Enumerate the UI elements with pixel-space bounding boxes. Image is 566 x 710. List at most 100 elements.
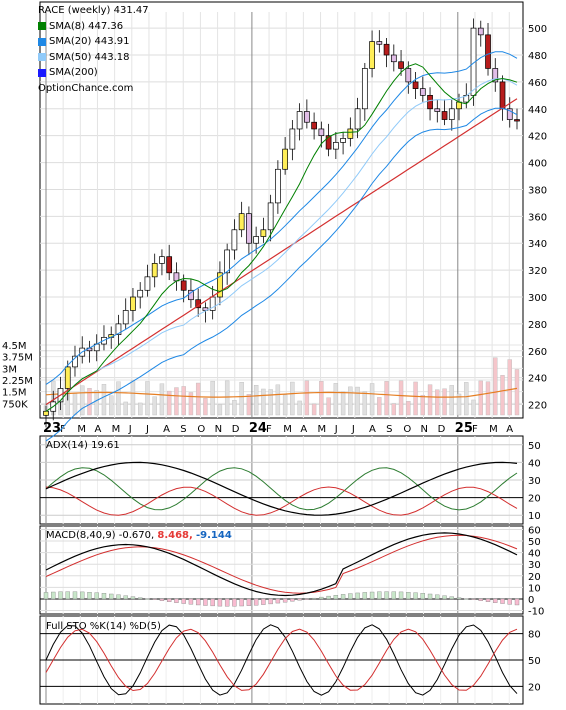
- volume-bar: [123, 401, 128, 416]
- x-tick-label: 25: [455, 421, 473, 436]
- macd-value: 8.468,: [157, 530, 193, 541]
- volume-bar: [507, 359, 512, 416]
- candle-body: [325, 135, 332, 150]
- macd-y-tick-label: 30: [528, 560, 541, 571]
- candle-body: [137, 289, 144, 298]
- x-tick-label: A: [300, 424, 307, 435]
- price-y-tick-label: 320: [528, 266, 547, 277]
- volume-bar: [224, 380, 230, 416]
- price-legend: RACE (weekly) 431.47 SMA(8) 447.36 SMA(2…: [38, 3, 149, 96]
- macd-histogram-bar: [51, 591, 56, 600]
- volume-bar: [116, 381, 121, 416]
- candle-body: [231, 229, 238, 251]
- x-tick-label: M: [283, 424, 292, 435]
- x-tick-label: S: [180, 424, 186, 435]
- adx-label: ADX(14) 19.61: [46, 440, 120, 451]
- legend-label: SMA(8) 447.36: [49, 20, 124, 32]
- macd-histogram-bar: [65, 591, 70, 600]
- candle-body: [456, 101, 462, 110]
- volume-bar: [174, 387, 179, 416]
- x-tick-label: M: [489, 424, 498, 435]
- macd-histogram-bar: [181, 598, 186, 604]
- volume-bar: [261, 388, 266, 416]
- legend-item-sma50: SMA(50) 443.18: [38, 50, 149, 66]
- volume-bar: [340, 391, 346, 416]
- macd-histogram-bar: [232, 598, 237, 607]
- sto-d-line: [45, 628, 518, 692]
- x-tick-label: F: [266, 424, 272, 435]
- candle-body: [383, 43, 390, 56]
- candle-body: [398, 61, 404, 69]
- volume-bar: [471, 399, 476, 416]
- macd-y-tick-label: 50: [528, 537, 541, 548]
- macd-histogram-bar: [239, 598, 244, 607]
- volume-bar: [297, 400, 302, 416]
- volume-bar: [181, 386, 186, 416]
- candle-body: [419, 88, 426, 96]
- macd-histogram-bar: [304, 598, 310, 600]
- x-tick-label: A: [506, 424, 513, 435]
- x-tick-label: A: [163, 424, 170, 435]
- watermark: OptionChance.com: [38, 82, 134, 94]
- sto-y-tick-label: 80: [528, 630, 541, 641]
- candle-body: [448, 108, 455, 120]
- candle-body: [122, 310, 129, 325]
- price-y-tick-label: 420: [528, 132, 547, 143]
- macd-main-value: MACD(8,40,9) -0.670,: [46, 530, 155, 541]
- volume-bar: [166, 390, 172, 416]
- plus-di-line: [45, 467, 518, 511]
- price-y-tick-label: 460: [528, 78, 547, 89]
- candle-body: [151, 263, 158, 278]
- adx-y-tick-label: 30: [528, 476, 541, 487]
- volume-bar: [246, 394, 252, 416]
- volume-bar: [478, 380, 483, 416]
- candle-body: [166, 256, 173, 274]
- candle-body: [332, 142, 339, 150]
- macd-y-tick-label: -10: [528, 607, 544, 618]
- adx-y-tick-label: 10: [528, 511, 541, 522]
- candle-body: [275, 168, 281, 204]
- price-y-tick-label: 360: [528, 212, 547, 223]
- macd-histogram-bar: [145, 598, 150, 600]
- sto-y-tick-label: 20: [528, 682, 541, 693]
- macd-histogram-bar: [297, 598, 302, 601]
- macd-histogram-bar: [369, 591, 375, 600]
- x-tick-label: J: [128, 424, 132, 435]
- macd-histogram-bar: [268, 598, 273, 605]
- price-y-tick-label: 220: [528, 401, 547, 412]
- volume-bar: [485, 381, 491, 416]
- candle-body: [72, 355, 78, 368]
- volume-bar: [290, 381, 295, 416]
- macd-histogram-bar: [123, 595, 128, 600]
- x-tick-label: F: [60, 424, 66, 435]
- candle-body: [159, 256, 165, 264]
- macd-histogram-bar: [420, 593, 425, 600]
- macd-histogram-bar: [493, 598, 498, 603]
- volume-bar: [464, 382, 469, 416]
- volume-y-tick-label: 2.25M: [2, 376, 33, 387]
- macd-histogram-bar: [101, 593, 107, 600]
- price-y-tick-label: 400: [528, 159, 547, 170]
- macd-signal-line: [45, 534, 518, 594]
- macd-histogram-bar: [58, 591, 63, 600]
- macd-y-tick-label: 60: [528, 525, 541, 536]
- x-tick-label: 24: [249, 421, 267, 436]
- volume-y-tick-label: 750K: [2, 399, 28, 410]
- volume-bar: [239, 382, 244, 416]
- candle-body: [64, 366, 71, 389]
- candle-body: [405, 68, 412, 83]
- x-tick-label: A: [369, 424, 376, 435]
- adx-line: [45, 461, 518, 516]
- x-tick-label: 23: [43, 421, 61, 436]
- volume-bar: [80, 385, 85, 416]
- volume-bar: [195, 382, 201, 416]
- volume-bar: [377, 397, 382, 416]
- candle-body: [347, 128, 354, 139]
- price-y-tick-label: 480: [528, 51, 547, 62]
- x-tick-label: M: [112, 424, 121, 435]
- volume-bar: [253, 384, 259, 416]
- legend-swatch: [38, 68, 46, 77]
- candle-body: [514, 119, 520, 122]
- volume-bar: [413, 381, 418, 416]
- candle-body: [115, 323, 122, 335]
